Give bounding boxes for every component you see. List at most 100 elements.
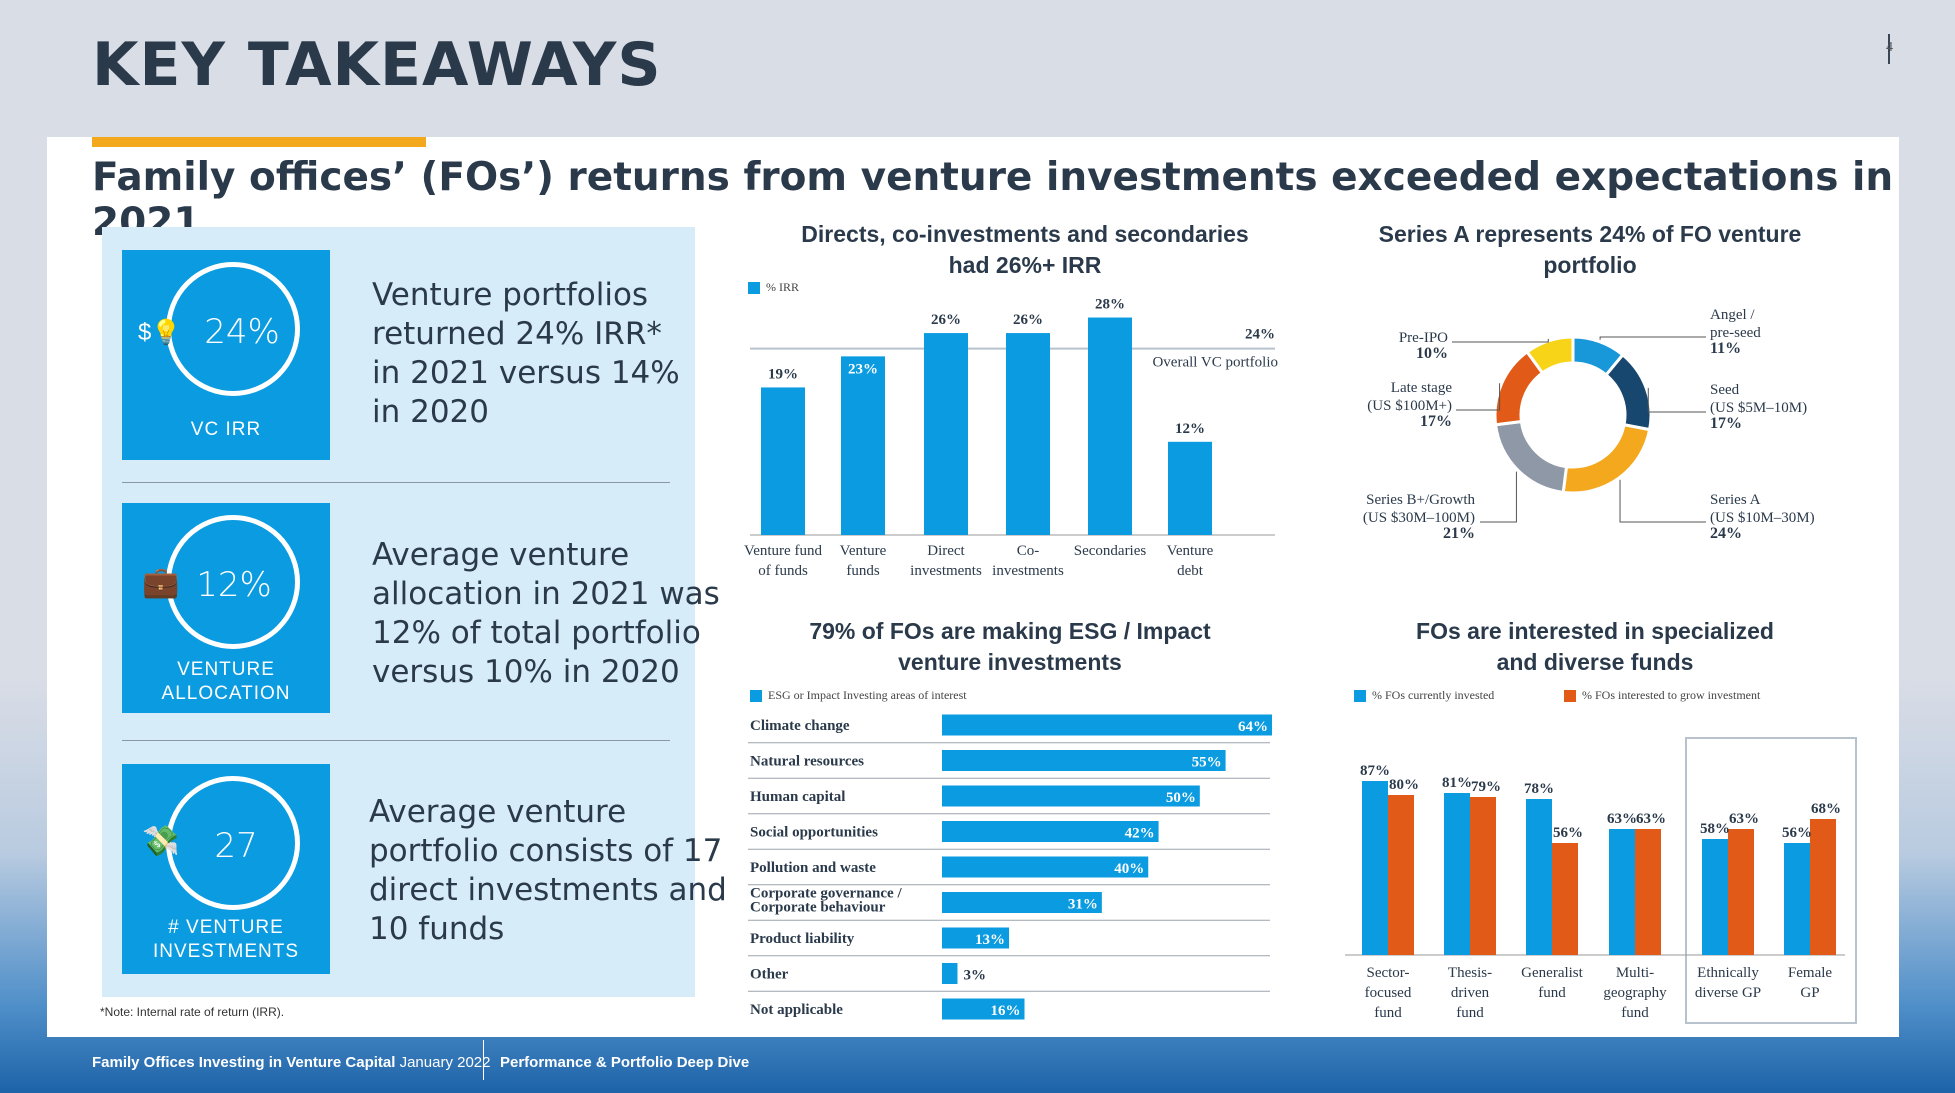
stat-ring	[166, 515, 300, 649]
legend-label: % FOs interested to grow investment	[1582, 688, 1761, 702]
donut-leader-line	[1480, 471, 1517, 523]
page-number: 4	[1886, 40, 1893, 55]
esg-value-label: 16%	[991, 1003, 1021, 1019]
irr-chart-title: Directs, co-investments and secondaries h…	[801, 221, 1249, 278]
esg-bar-chart: Climate change 64% Natural resources 55% Hum…	[748, 714, 1272, 1020]
funds-value-label: 63%	[1729, 811, 1759, 827]
funds-category-label: Ethnically diverse GP	[1695, 965, 1761, 1001]
reference-value-label: 24%	[1245, 327, 1275, 343]
stat-description-vc-irr: Venture portfolios returned 24% IRR* in 20…	[372, 277, 680, 430]
esg-category-label: Climate change	[750, 718, 850, 734]
funds-value-label: 56%	[1553, 825, 1583, 841]
money-hand-icon: 💸	[142, 825, 180, 858]
irr-value-label: 19%	[768, 366, 798, 382]
funds-bar-grow	[1635, 829, 1661, 955]
esg-value-label: 55%	[1192, 755, 1222, 771]
funds-category-label: Female GP	[1788, 965, 1832, 1001]
stat-tile-vc-irr: $💡 24% VC IRR	[122, 250, 330, 460]
donut-slice	[1493, 419, 1569, 495]
esg-category-label: Pollution and waste	[750, 860, 876, 876]
esg-value-label: 13%	[975, 932, 1005, 948]
funds-bar-grow	[1552, 843, 1578, 955]
irr-bar	[1088, 317, 1132, 535]
funds-legend-grow-investment: % FOs interested to grow investment	[1564, 688, 1760, 703]
esg-bar	[942, 821, 1159, 842]
funds-value-label: 58%	[1700, 821, 1730, 837]
donut-leader-line	[1452, 338, 1549, 343]
divider	[122, 740, 670, 741]
irr-chart-legend: % IRR	[748, 280, 799, 295]
stat-label: # VENTURE INVESTMENTS	[152, 917, 300, 962]
donut-value-label: 10%	[1416, 345, 1448, 362]
funds-value-label: 87%	[1360, 763, 1390, 779]
donut-slice-label: Angel / pre-seed	[1710, 307, 1761, 341]
irr-value-label: 12%	[1175, 421, 1205, 437]
funds-bar-invested	[1444, 793, 1470, 955]
dollar-lightbulb-icon: $💡	[138, 319, 182, 346]
stat-value: 27	[214, 826, 258, 866]
esg-value-label: 3%	[963, 968, 986, 984]
funds-category-label: Thesis-driven fund	[1448, 965, 1492, 1021]
donut-leader-line	[1599, 336, 1706, 340]
donut-leader-line	[1647, 387, 1706, 413]
esg-chart-legend: ESG or Impact Investing areas of interes…	[750, 688, 967, 703]
esg-value-label: 31%	[1068, 897, 1098, 913]
esg-bar	[942, 856, 1149, 878]
stat-label: VENTURE ALLOCATION	[161, 659, 291, 704]
funds-chart-title: FOs are interested in specialized and div…	[1416, 618, 1774, 675]
irr-category-label: Secondaries	[1074, 543, 1147, 559]
funds-bar-invested	[1362, 781, 1388, 955]
page-number-divider	[1888, 34, 1890, 64]
divider	[122, 482, 670, 483]
slide-subtitle: Family offices’ (FOs’) returns from vent…	[92, 155, 1894, 245]
funds-legend-currently-invested: % FOs currently invested	[1354, 688, 1494, 703]
footer-divider	[483, 1040, 484, 1080]
irr-category-label: Venture fund of funds	[744, 543, 822, 579]
donut-value-label: 17%	[1710, 415, 1742, 432]
highlight-box	[1685, 737, 1857, 1024]
irr-value-label: 26%	[1013, 312, 1043, 328]
esg-category-label: Not applicable	[750, 1002, 843, 1018]
donut-slice-label: Series A (US $10M–30M)	[1710, 492, 1815, 526]
donut-slice	[1561, 422, 1652, 495]
esg-category-label: Corporate governance / Corporate behaviou…	[750, 886, 902, 916]
esg-category-label: Social opportunities	[750, 825, 878, 841]
footnote: *Note: Internal rate of return (IRR).	[100, 1005, 285, 1019]
funds-value-label: 79%	[1471, 779, 1501, 795]
donut-leader-line	[1619, 479, 1706, 523]
donut-slice	[1525, 335, 1575, 376]
funds-category-label: Sector-focused fund	[1365, 965, 1412, 1021]
irr-value-label: 23%	[848, 361, 878, 377]
donut-slice	[1604, 352, 1653, 432]
esg-category-label: Human capital	[750, 789, 845, 805]
donut-value-label: 17%	[1420, 413, 1452, 430]
briefcase-icon: 💼	[142, 566, 180, 599]
esg-bar	[942, 750, 1226, 771]
stat-description-venture-allocation: Average venture allocation in 2021 was 12%…	[372, 537, 720, 690]
legend-label: % IRR	[766, 280, 799, 294]
funds-bar-invested	[1526, 799, 1552, 955]
legend-label: ESG or Impact Investing areas of interes…	[768, 688, 967, 702]
page-header-title: KEY TAKEAWAYS	[92, 30, 662, 100]
esg-value-label: 42%	[1125, 826, 1155, 842]
irr-bar	[761, 387, 805, 535]
reference-label: Overall VC portfolio	[1152, 355, 1278, 371]
funds-category-label: Generalist fund	[1521, 965, 1583, 1001]
donut-slice-label: Pre-IPO	[1399, 330, 1448, 346]
irr-bar-chart: 19% Venture fund of funds 23% Venture funds 26…	[744, 297, 1278, 579]
irr-bar	[924, 333, 968, 535]
funds-value-label: 68%	[1811, 801, 1841, 817]
series-chart-title: Series A represents 24% of FO venture por…	[1378, 221, 1802, 278]
funds-bar-chart: 87%80% Sector-focused fund 81% 79% Thesis-dri…	[1345, 737, 1857, 1024]
stat-value: 12%	[196, 565, 272, 605]
esg-value-label: 50%	[1166, 790, 1196, 806]
legend-swatch	[750, 689, 762, 702]
stat-value: 24%	[204, 312, 280, 352]
esg-value-label: 40%	[1114, 861, 1144, 877]
stat-label: VC IRR	[190, 419, 262, 440]
esg-category-label: Product liability	[750, 931, 855, 947]
donut-value-label: 24%	[1710, 525, 1742, 542]
esg-value-label: 64%	[1238, 719, 1268, 735]
accent-bar	[92, 137, 426, 147]
